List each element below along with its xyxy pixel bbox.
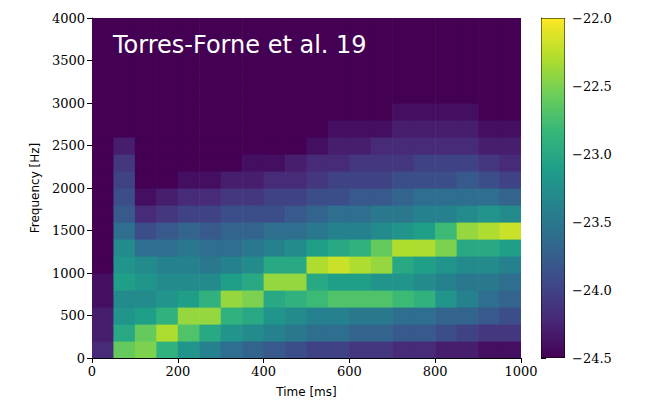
svg-text:−24.5: −24.5	[572, 351, 612, 366]
svg-text:800: 800	[423, 364, 448, 379]
svg-text:1500: 1500	[52, 223, 85, 238]
svg-text:−22.5: −22.5	[572, 79, 612, 94]
svg-text:3000: 3000	[52, 96, 85, 111]
svg-text:4000: 4000	[52, 11, 85, 26]
svg-text:3500: 3500	[52, 53, 85, 68]
svg-text:Torres-Forne et al. 19: Torres-Forne et al. 19	[112, 31, 367, 59]
svg-text:600: 600	[337, 364, 362, 379]
svg-text:1000: 1000	[504, 364, 537, 379]
svg-text:−24.0: −24.0	[572, 283, 612, 298]
svg-text:500: 500	[60, 308, 85, 323]
svg-text:0: 0	[88, 364, 96, 379]
svg-text:−22.0: −22.0	[572, 11, 612, 26]
svg-text:2000: 2000	[52, 181, 85, 196]
svg-text:Time [ms]: Time [ms]	[275, 385, 337, 399]
svg-text:200: 200	[165, 364, 190, 379]
svg-text:−23.5: −23.5	[572, 215, 612, 230]
svg-text:1000: 1000	[52, 266, 85, 281]
svg-text:Frequency [Hz]: Frequency [Hz]	[28, 143, 42, 234]
svg-text:−23.0: −23.0	[572, 147, 612, 162]
svg-text:400: 400	[251, 364, 276, 379]
svg-text:0: 0	[77, 351, 85, 366]
svg-text:2500: 2500	[52, 138, 85, 153]
